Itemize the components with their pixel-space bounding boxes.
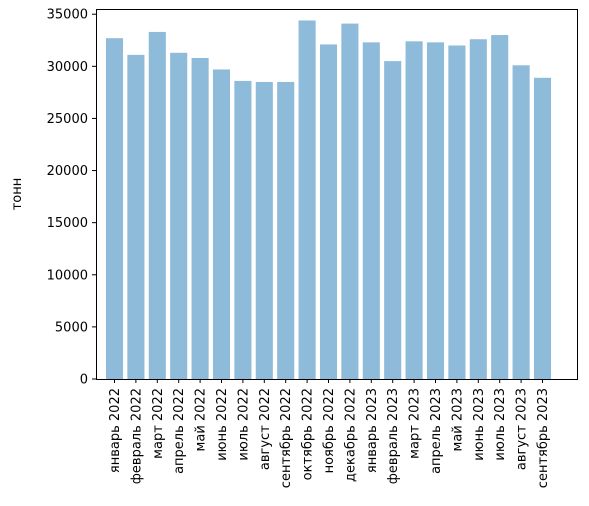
y-axis-label: тонн [10, 178, 25, 211]
y-tick-label-15000: 15000 [47, 216, 88, 231]
x-tick-label-20: август 2023 [515, 388, 530, 470]
bar-21 [533, 77, 552, 380]
y-tick-label-30000: 30000 [47, 60, 88, 75]
bar-11 [319, 44, 338, 380]
bar-8 [255, 81, 273, 379]
bar-12 [341, 23, 359, 379]
y-tick-label-20000: 20000 [47, 164, 88, 179]
x-tick-label-13: январь 2023 [365, 388, 380, 473]
bar-10 [298, 20, 316, 380]
x-axis: январь 2022 февраль 2022 март 2022 апрель 2… [108, 379, 551, 488]
x-tick-label-16: апрель 2023 [429, 388, 444, 474]
x-tick-label-2: февраль 2022 [129, 388, 144, 484]
x-tick-label-5: май 2022 [194, 388, 209, 451]
x-tick-label-18: июнь 2023 [472, 388, 487, 461]
bar-13 [362, 42, 380, 379]
bar-3 [148, 31, 166, 380]
y-tick-label-10000: 10000 [47, 268, 88, 283]
bar-14 [384, 61, 402, 380]
x-tick-label-17: май 2023 [450, 388, 465, 451]
x-tick-label-8: август 2022 [258, 388, 273, 470]
bar-6 [212, 69, 231, 379]
x-tick-label-15: март 2023 [408, 388, 423, 459]
bar-18 [469, 39, 487, 380]
x-tick-label-10: октябрь 2022 [301, 388, 316, 480]
bar-2 [127, 54, 145, 379]
x-tick-label-19: июль 2023 [493, 388, 508, 461]
x-tick-label-6: июнь 2022 [215, 388, 230, 461]
x-tick-label-14: февраль 2023 [386, 388, 401, 484]
x-tick-label-9: сентябрь 2022 [279, 388, 294, 488]
bar-7 [234, 80, 252, 379]
bars-group [105, 20, 552, 380]
y-tick-label-25000: 25000 [47, 112, 88, 127]
bar-1 [105, 38, 124, 379]
y-tick-label-35000: 35000 [47, 8, 88, 23]
x-tick-label-1: январь 2022 [108, 388, 123, 473]
bar-5 [191, 57, 209, 380]
y-axis: 0 5000 10000 15000 20000 25000 30000 35000 [47, 8, 96, 388]
x-tick-label-7: июль 2022 [236, 388, 251, 461]
bar-4 [170, 52, 188, 379]
bar-16 [426, 42, 445, 379]
plot-frame [96, 9, 578, 380]
y-tick-label-5000: 5000 [55, 320, 88, 335]
y-tick-label-0: 0 [80, 373, 88, 388]
bar-19 [491, 35, 509, 380]
x-tick-label-12: декабрь 2022 [343, 388, 358, 482]
x-tick-label-11: ноябрь 2022 [322, 388, 337, 473]
bar-17 [448, 45, 466, 379]
x-tick-label-4: апрель 2022 [172, 388, 187, 474]
x-tick-label-21: сентябрь 2023 [536, 388, 551, 488]
bar-20 [512, 65, 530, 380]
bar-15 [405, 41, 423, 379]
bar-9 [277, 81, 295, 379]
x-tick-label-3: март 2022 [151, 388, 166, 459]
